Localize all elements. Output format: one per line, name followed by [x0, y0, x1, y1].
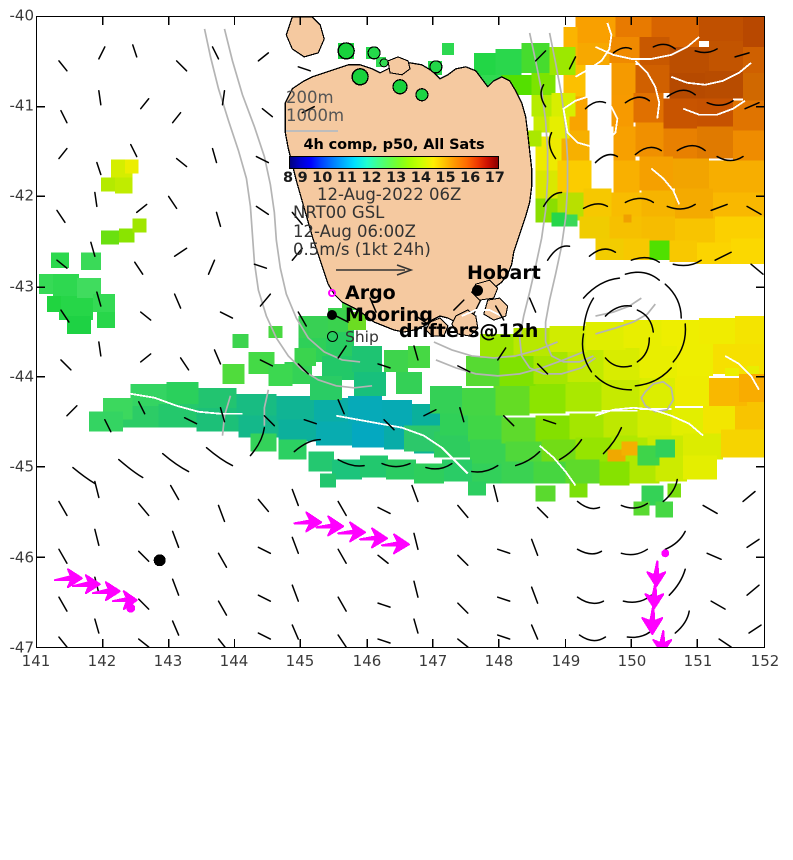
info-vector-scale: 0.5m/s (1kt 24h)	[293, 240, 431, 260]
x-tick: 144	[219, 652, 249, 670]
colorbar-tick: 17	[484, 170, 505, 186]
credit-block: © IMOS 15-Aug-2022 15:40 Hobart	[772, 0, 793, 860]
x-tick: 142	[87, 652, 117, 670]
legend-label-argo: Argo	[345, 281, 396, 304]
land-tasmania	[284, 17, 533, 337]
legend-label-ship: Ship	[345, 327, 379, 346]
y-tick: -46	[9, 548, 35, 567]
x-tick: 152	[750, 652, 780, 670]
colorbar-tick: 12	[361, 170, 382, 186]
colorbar-tick: 9	[297, 170, 308, 186]
colorbar-title: 4h comp, p50, All Sats	[303, 137, 485, 153]
y-tick: -42	[9, 186, 35, 205]
mooring-dot-icon	[319, 309, 345, 320]
colorbar-tick: 16	[460, 170, 481, 186]
sst-contours	[58, 22, 760, 487]
y-tick: -47	[9, 638, 35, 657]
bathymetry-legend: 200m 1000m	[286, 88, 345, 132]
city-label-hobart: Hobart	[467, 262, 541, 284]
y-axis-labels: -40 -41 -42 -43 -44 -45 -46 -47	[0, 0, 35, 678]
y-tick: -41	[9, 96, 35, 115]
info-datetime: 12-Aug-2022 06Z	[317, 185, 462, 204]
y-tick: -43	[9, 277, 35, 296]
x-tick: 143	[153, 652, 183, 670]
x-tick: 148	[484, 652, 514, 670]
colorbar-tick-labels: 8 9 10 11 12 13 14 15 16 17	[281, 170, 507, 186]
ship-circle-icon	[319, 331, 345, 343]
depth-label-1000m: 1000m	[286, 106, 345, 126]
legend-label-drifters: drifters@12h	[399, 320, 539, 342]
depth-rule	[286, 129, 338, 132]
axis-ticks	[37, 17, 764, 647]
colorbar-tick: 14	[410, 170, 431, 186]
legend-row-argo: Argo	[319, 282, 507, 304]
map-plot-frame[interactable]: 200m 1000m 4h comp, p50, All Sats 8 9 10…	[36, 16, 765, 648]
city-marker-hobart	[472, 285, 483, 296]
colorbar-tick: 11	[336, 170, 357, 186]
colorbar-tick: 15	[435, 170, 456, 186]
x-tick: 141	[21, 652, 51, 670]
depth-label-200m: 200m	[286, 88, 334, 107]
x-tick: 146	[352, 652, 382, 670]
x-tick: 145	[285, 652, 315, 670]
map-canvas[interactable]	[37, 17, 764, 647]
colorbar-tick: 10	[312, 170, 333, 186]
info-timestamp: 12-Aug 06:00Z	[293, 221, 416, 241]
legend-row-mooring: Mooring	[319, 304, 507, 326]
overlay-legend-block: 4h comp, p50, All Sats 8 9 10 11 12 13 1…	[281, 137, 507, 348]
x-tick: 149	[551, 652, 581, 670]
x-tick: 151	[683, 652, 713, 670]
legend-row-ship: Ship	[319, 326, 507, 348]
x-tick: 150	[617, 652, 647, 670]
x-axis-labels: 141 142 143 144 145 146 147 148 149 150 …	[0, 654, 793, 678]
marker-legend: Argo Mooring Ship	[281, 282, 507, 348]
drifter-tracks	[53, 511, 673, 647]
sst-field	[38, 17, 764, 518]
info-product: NRT00 GSL	[293, 203, 385, 223]
argo-circle-icon	[319, 288, 345, 297]
velocity-scale-arrow	[335, 261, 507, 280]
x-tick: 147	[418, 652, 448, 670]
sst-colorbar[interactable]	[289, 156, 499, 169]
velocity-vectors	[56, 43, 764, 647]
y-tick: -44	[9, 367, 35, 386]
colorbar-tick: 8	[283, 170, 294, 186]
legend-label-mooring: Mooring	[345, 303, 434, 326]
colorbar-tick: 13	[386, 170, 407, 186]
station-markers	[153, 42, 443, 567]
y-tick: -45	[9, 457, 35, 476]
y-tick: -40	[9, 6, 35, 25]
